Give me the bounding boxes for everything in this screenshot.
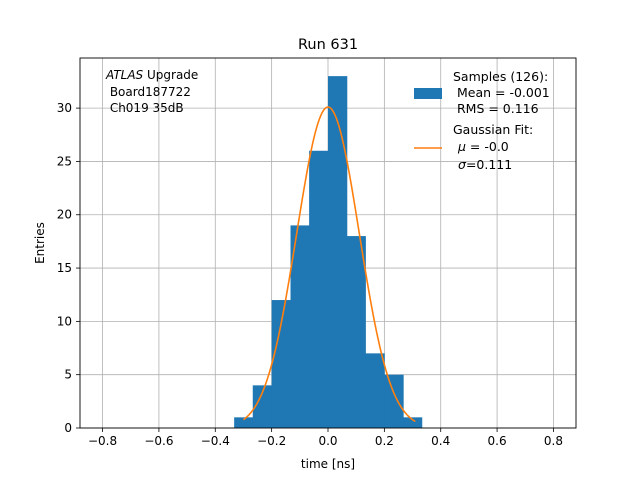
svg-text:σ=0.111: σ=0.111 [458,157,512,172]
y-tick-label-4: 20 [57,208,72,222]
legend-samples-mean: Mean = -0.001 [453,85,550,100]
x-tick-label-5: 0.2 [375,434,394,448]
x-tick-label-2: −0.4 [201,434,230,448]
histogram-bar [403,417,423,428]
x-axis-label: time [ns] [301,457,355,471]
histogram-bar [271,300,291,428]
chart-title: Run 631 [298,37,358,53]
x-tick-label-0: −0.8 [88,434,117,448]
atlas-annotation: ATLAS Upgrade Board187722 Ch019 35dB [105,68,198,115]
y-tick-label-6: 30 [57,101,72,115]
x-axis-ticks: −0.8 −0.6 −0.4 −0.2 0.0 0.2 0.4 0.6 0.8 [88,428,563,448]
legend-samples-rms: RMS = 0.116 [453,101,539,116]
legend-fit-title: Gaussian Fit: [453,122,533,137]
y-axis-ticks: 0 5 10 15 20 25 30 [57,101,80,435]
histogram-bar [346,236,366,428]
histogram-bar [290,225,310,428]
channel-label: Ch019 35dB [106,101,184,115]
svg-text:μ = -0.0: μ = -0.0 [457,139,509,154]
legend-fit-sigma-value: =0.111 [466,157,512,172]
board-label: Board187722 [106,85,191,99]
x-tick-label-3: −0.2 [257,434,286,448]
legend-fit-mu-symbol: μ [457,139,466,154]
y-tick-label-3: 15 [57,261,72,275]
histogram-bar [309,150,329,428]
y-axis-label: Entries [33,222,47,264]
atlas-label: ATLAS [105,68,144,82]
svg-text:ATLAS Upgrade: ATLAS Upgrade [105,68,198,82]
legend: Samples (126): Mean = -0.001 RMS = 0.116… [414,69,550,172]
x-tick-label-8: 0.8 [544,434,563,448]
legend-samples-swatch [414,88,442,99]
y-tick-label-5: 25 [57,154,72,168]
x-tick-label-1: −0.6 [144,434,173,448]
upgrade-label: Upgrade [143,68,198,82]
histogram-bar [328,76,348,428]
histogram-bar [234,417,254,428]
legend-samples-title: Samples (126): [453,69,548,84]
histogram-bar [384,374,404,428]
x-tick-label-6: 0.4 [431,434,450,448]
histogram-bar [365,353,385,428]
y-tick-label-1: 5 [64,368,72,382]
y-tick-label-2: 10 [57,314,72,328]
histogram-bar [252,385,273,428]
legend-fit-mu-value: = -0.0 [466,139,509,154]
y-tick-label-0: 0 [64,421,72,435]
gaussian-fit-line [242,106,416,423]
legend-fit-sigma-symbol: σ [458,157,467,172]
histogram-bars [234,76,423,428]
x-tick-label-7: 0.6 [488,434,507,448]
x-tick-label-4: 0.0 [318,434,337,448]
